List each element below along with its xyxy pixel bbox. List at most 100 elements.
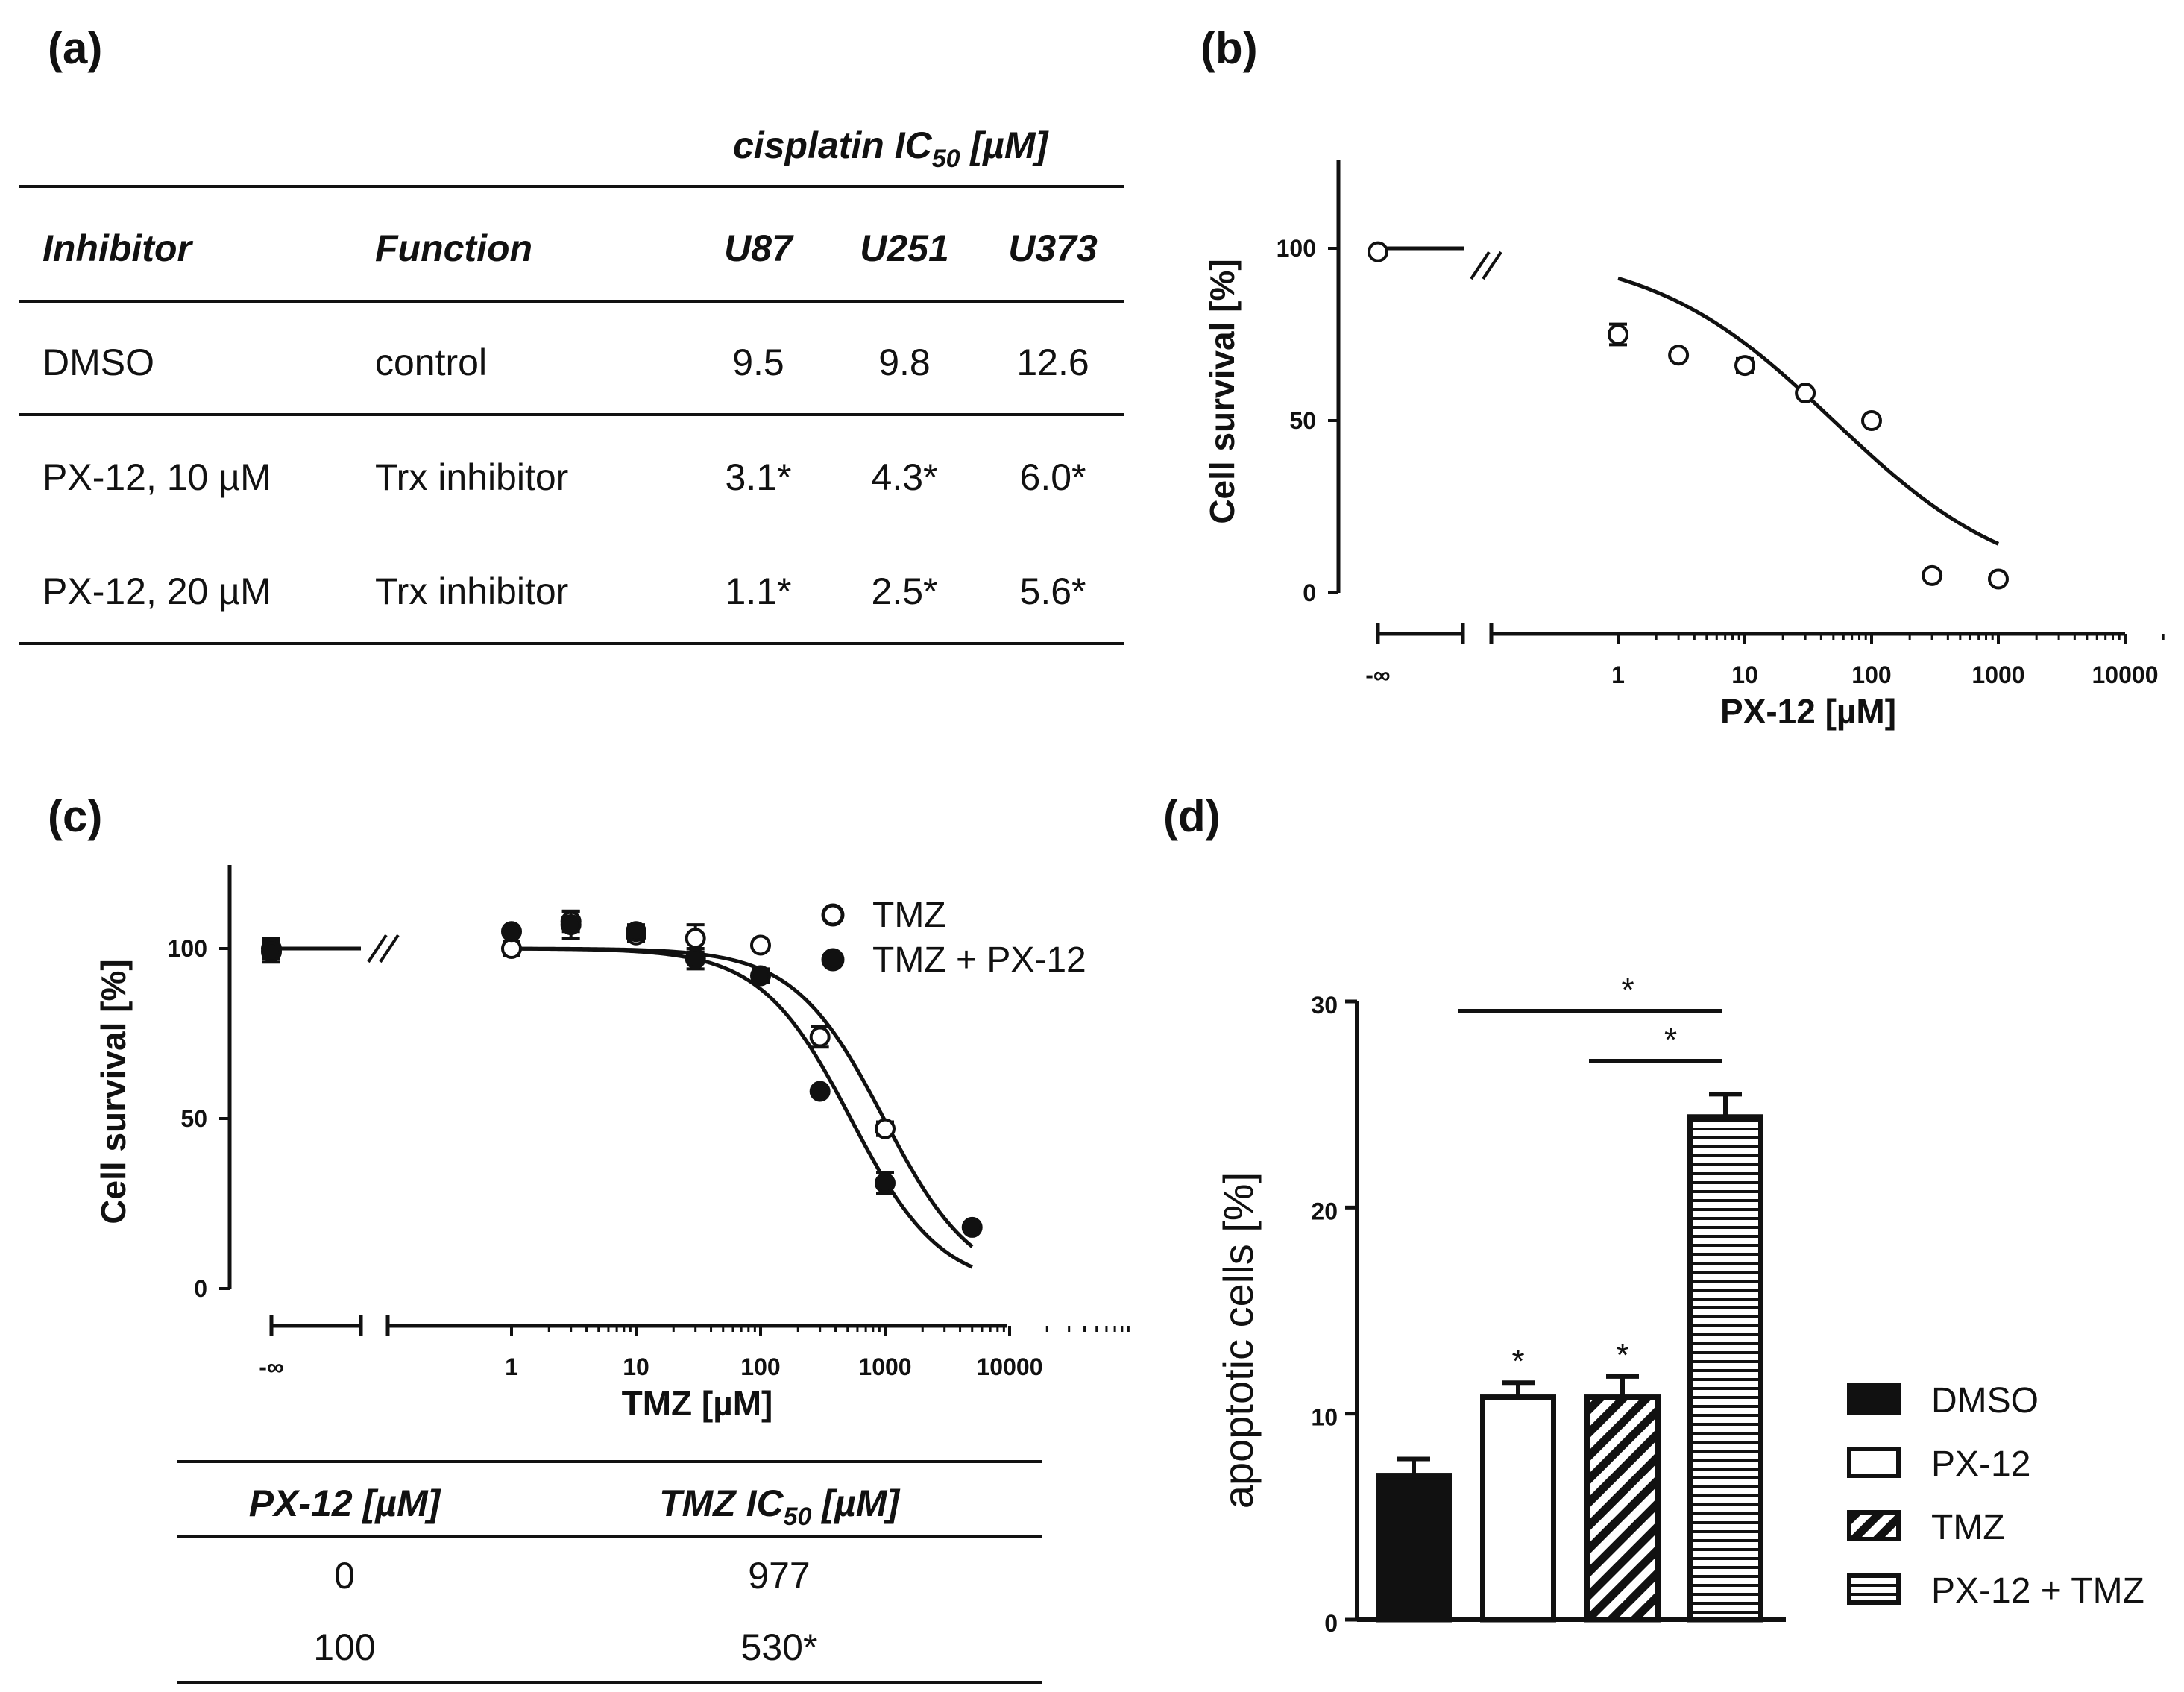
- bar-px-12: [1480, 1394, 1556, 1623]
- x-tick-label: 1: [505, 1353, 518, 1380]
- data-point-open: [1988, 568, 2009, 590]
- data-point-open: [1861, 410, 1882, 431]
- table-a-cell: PX-12, 20 µM: [43, 570, 271, 612]
- table-a-col-function: Function: [375, 227, 532, 269]
- table-a-cell: 5.6*: [1020, 570, 1086, 612]
- x-tick-label: -∞: [259, 1353, 283, 1380]
- curve-break-mark: [1482, 251, 1502, 280]
- data-point-filled: [261, 941, 282, 963]
- legend-label: PX-12: [1931, 1444, 2030, 1484]
- bar-tmz: [1584, 1394, 1661, 1623]
- legend-marker: [821, 903, 845, 927]
- data-point-open: [1734, 355, 1755, 377]
- panel-label-a: (a): [48, 23, 103, 73]
- x-tick-label: 1000: [1971, 661, 2024, 688]
- data-point-filled: [501, 921, 522, 943]
- y-tick-label: 10: [1311, 1404, 1338, 1431]
- data-point-open: [1922, 564, 1943, 586]
- curve-break-mark: [367, 934, 388, 963]
- bar-dmso: [1376, 1473, 1452, 1623]
- y-tick-label: 100: [1277, 235, 1316, 262]
- y-tick-label: 100: [168, 935, 207, 962]
- table-a-col-u87: U87: [724, 227, 794, 269]
- table-a-cell: 6.0*: [1020, 456, 1086, 498]
- table-c-col-px12: PX-12 [µM]: [249, 1482, 442, 1524]
- panel-label-d: (d): [1163, 791, 1221, 841]
- x-tick-label: 10000: [977, 1353, 1043, 1380]
- table-a-cell: 9.5: [732, 342, 784, 383]
- legend-label: DMSO: [1931, 1381, 2039, 1421]
- data-point-open: [1608, 324, 1628, 345]
- x-tick-label: 100: [740, 1353, 780, 1380]
- y-tick-label: 20: [1311, 1198, 1338, 1224]
- legend-swatch: [1847, 1573, 1901, 1605]
- table-c-col-tmz-ic50: TMZ IC50 [µM]: [659, 1482, 901, 1531]
- y-axis-title: Cell survival [%]: [1203, 259, 1242, 523]
- legend-swatch: [1847, 1447, 1901, 1478]
- fit-curve: [271, 946, 973, 1269]
- legend-label: TMZ: [1931, 1508, 2005, 1547]
- table-a-cell: 9.8: [878, 342, 931, 383]
- data-point-filled: [809, 1081, 831, 1102]
- table-a: cisplatin IC50 [µM] Inhibitor Function U…: [19, 125, 1124, 645]
- table-a-col-u251: U251: [860, 227, 949, 269]
- x-tick-label: 10: [1731, 661, 1758, 688]
- table-a-cell: 4.3*: [872, 456, 938, 498]
- y-tick-label: 0: [1324, 1610, 1338, 1637]
- table-a-cell: 2.5*: [872, 570, 938, 612]
- data-point-open: [1668, 345, 1690, 366]
- table-a-col-inhibitor: Inhibitor: [43, 227, 193, 269]
- legend-label: TMZ: [872, 896, 946, 935]
- x-tick-label: 10: [623, 1353, 649, 1380]
- table-c-cell: 100: [313, 1626, 375, 1668]
- data-point-open: [1368, 241, 1388, 262]
- table-a-group-header: cisplatin IC50 [µM]: [733, 125, 1050, 173]
- significance-star: *: [1511, 1343, 1524, 1380]
- panel-label-c: (c): [48, 791, 103, 841]
- x-tick-label: 100: [1851, 661, 1891, 688]
- table-a-col-u373: U373: [1008, 227, 1098, 269]
- x-tick-label: 1000: [858, 1353, 911, 1380]
- x-tick-label: 1: [1611, 661, 1625, 688]
- x-tick-label: -∞: [1365, 661, 1390, 688]
- table-c-cell: 977: [748, 1555, 810, 1597]
- y-tick-label: 30: [1311, 992, 1338, 1019]
- curve-break-mark: [1470, 251, 1491, 280]
- data-point-filled: [685, 948, 706, 969]
- table-a-cell: control: [375, 342, 487, 383]
- curve-break-mark: [379, 934, 400, 963]
- table-a-cell: 3.1*: [726, 456, 792, 498]
- data-point-open: [1795, 383, 1816, 404]
- data-point-open: [750, 934, 771, 956]
- y-axis-title: apoptotic cells [%]: [1215, 1172, 1262, 1509]
- legend-label: TMZ + PX-12: [872, 940, 1086, 980]
- y-tick-label: 0: [1303, 579, 1316, 606]
- legend-swatch: [1847, 1383, 1901, 1415]
- legend-swatch: [1847, 1510, 1901, 1541]
- panel-label-b: (b): [1200, 23, 1258, 73]
- data-point-filled: [626, 921, 646, 943]
- data-point-filled: [875, 1172, 896, 1194]
- table-a-cell: 1.1*: [726, 570, 792, 612]
- table-a-cell: DMSO: [43, 342, 154, 383]
- significance-star: *: [1664, 1022, 1677, 1058]
- y-tick-label: 50: [1289, 407, 1316, 434]
- table-a-cell: Trx inhibitor: [375, 570, 568, 612]
- x-tick-label: 10000: [2092, 661, 2159, 688]
- data-point-filled: [961, 1216, 983, 1238]
- data-point-open: [809, 1026, 831, 1048]
- data-point-open: [875, 1118, 896, 1139]
- significance-star: *: [1621, 972, 1634, 1008]
- data-point-filled: [750, 965, 771, 987]
- significance-star: *: [1616, 1337, 1628, 1374]
- y-axis-title: Cell survival [%]: [94, 959, 133, 1224]
- table-a-cell: Trx inhibitor: [375, 456, 568, 498]
- y-tick-label: 50: [180, 1105, 207, 1132]
- x-axis-title: TMZ [µM]: [622, 1384, 773, 1423]
- table-a-cell: 12.6: [1016, 342, 1089, 383]
- table-c-cell: 530*: [741, 1626, 818, 1668]
